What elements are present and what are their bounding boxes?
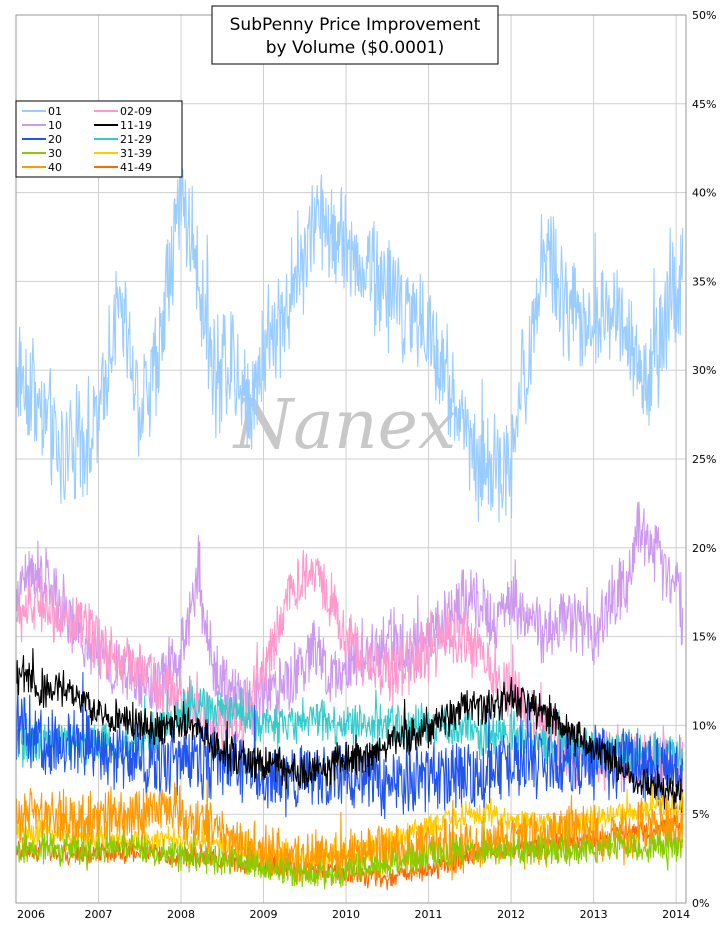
legend-label-40: 40 (48, 161, 62, 174)
y-tick-label-0: 0% (692, 897, 709, 910)
x-tick-label-2007: 2007 (85, 908, 113, 921)
legend-label-30: 30 (48, 147, 62, 160)
y-tick-label-10: 50% (692, 9, 716, 22)
x-tick-label-2006: 2006 (17, 908, 45, 921)
x-tick-label-2013: 2013 (580, 908, 608, 921)
title-line-2: by Volume ($0.0001) (266, 38, 444, 58)
legend-label-31-39: 31-39 (120, 147, 152, 160)
x-tick-label-2011: 2011 (415, 908, 443, 921)
y-axis-ticks: 0% 5% 10% 15% 20% 25% 30% 35% 40% 45% 50% (692, 9, 716, 910)
y-tick-label-4: 20% (692, 542, 716, 555)
series-line-30 (15, 817, 684, 890)
legend-label-20: 20 (48, 133, 62, 146)
x-tick-label-2012: 2012 (497, 908, 525, 921)
legend-label-01: 01 (48, 105, 62, 118)
x-tick-label-2009: 2009 (250, 908, 278, 921)
legend-label-10: 10 (48, 119, 62, 132)
series-line-40 (15, 780, 684, 887)
legend-label-41-49: 41-49 (120, 161, 152, 174)
x-tick-label-2008: 2008 (167, 908, 195, 921)
y-tick-label-2: 10% (692, 719, 716, 732)
x-tick-label-2010: 2010 (332, 908, 360, 921)
y-tick-label-6: 30% (692, 364, 716, 377)
x-axis-ticks: 2006 2007 2008 2009 2010 2011 2012 2013 2014 (17, 908, 690, 921)
series-line-20 (15, 671, 684, 820)
legend-label-11-19: 11-19 (120, 119, 152, 132)
x-tick-label-2014: 2014 (662, 908, 690, 921)
series-line-01 (15, 160, 684, 523)
y-tick-label-9: 45% (692, 98, 716, 111)
series-line-11-19 (15, 648, 684, 817)
y-tick-label-1: 5% (692, 808, 709, 821)
y-tick-label-7: 35% (692, 275, 716, 288)
watermark-text: Nanex (232, 386, 456, 465)
y-tick-label-5: 25% (692, 453, 716, 466)
chart-title: SubPenny Price Improvement by Volume ($0… (211, 5, 499, 65)
legend-label-21-29: 21-29 (120, 133, 152, 146)
y-tick-label-8: 40% (692, 187, 716, 200)
series-line-10 (15, 501, 684, 736)
y-tick-label-3: 15% (692, 631, 716, 644)
title-box (211, 5, 499, 65)
title-line-1: SubPenny Price Improvement (230, 15, 481, 35)
legend-label-02-09: 02-09 (120, 105, 152, 118)
series-layer (15, 160, 684, 891)
